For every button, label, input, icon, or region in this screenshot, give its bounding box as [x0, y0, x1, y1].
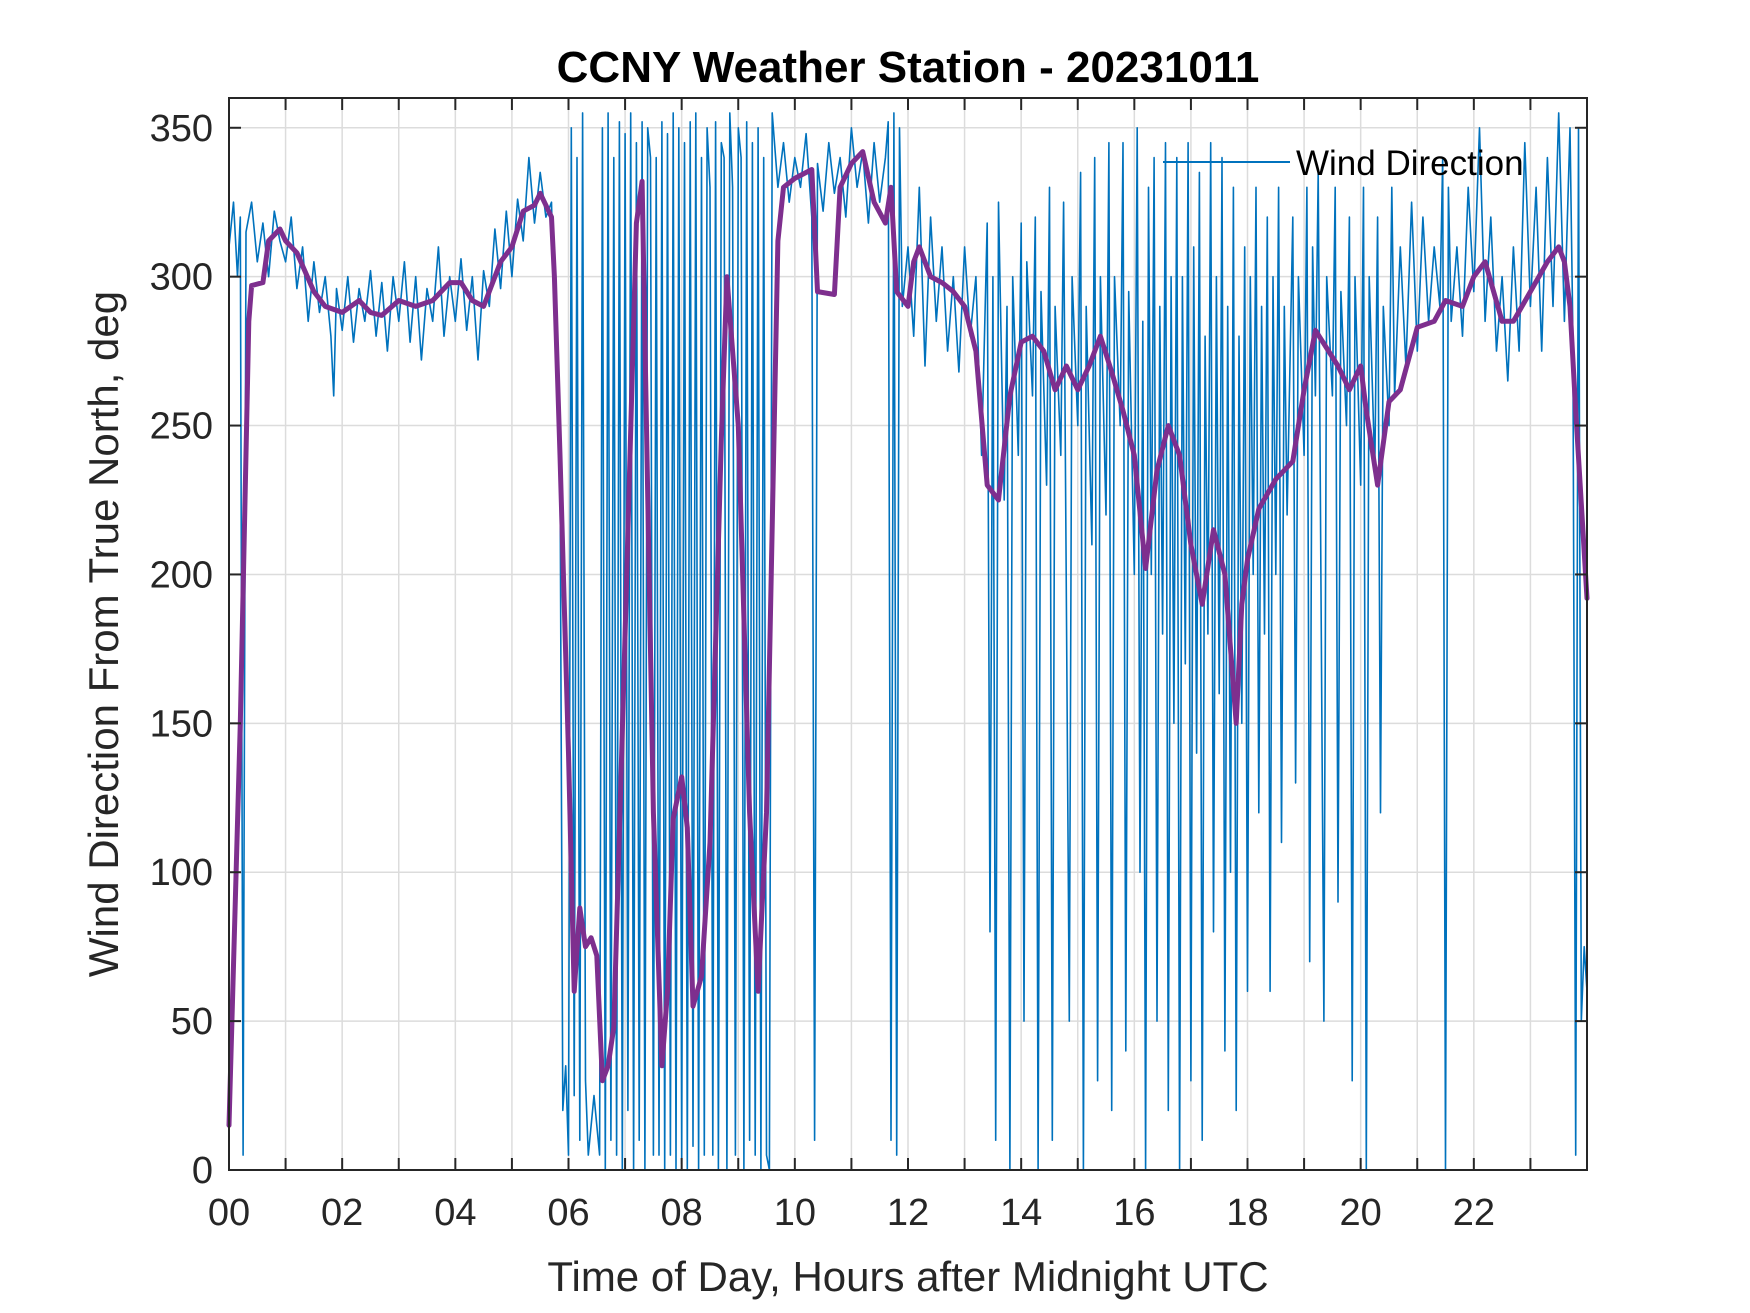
axis-ticks: 00 02 04 06 08 10 12 14 16 18 20 22 0 50 100 150 200 250 3…	[150, 98, 1587, 1234]
x-tick-label: 02	[321, 1192, 363, 1234]
y-tick-label: 100	[150, 852, 213, 894]
x-tick-label: 14	[1000, 1192, 1042, 1234]
x-tick-label: 06	[547, 1192, 589, 1234]
x-tick-label: 04	[434, 1192, 476, 1234]
y-tick-label: 350	[150, 108, 213, 150]
y-tick-label: 50	[171, 1001, 213, 1043]
legend: Wind Direction	[1163, 144, 1524, 183]
x-tick-label: 12	[887, 1192, 929, 1234]
data-series	[226, 112, 1590, 1171]
y-tick-label: 200	[150, 554, 213, 596]
x-tick-label: 08	[661, 1192, 703, 1234]
y-tick-label: 300	[150, 257, 213, 299]
legend-label-wind-direction: Wind Direction	[1296, 144, 1524, 183]
series-line-moving-average	[226, 149, 1590, 1128]
x-tick-label: 16	[1113, 1192, 1155, 1234]
y-tick-label: 0	[192, 1150, 213, 1192]
y-axis-label: Wind Direction From True North, deg	[80, 291, 127, 977]
y-tick-label: 250	[150, 406, 213, 448]
x-axis-label: Time of Day, Hours after Midnight UTC	[547, 1253, 1268, 1300]
x-tick-label: 18	[1226, 1192, 1268, 1234]
x-tick-label: 00	[208, 1192, 250, 1234]
y-tick-label: 150	[150, 703, 213, 745]
x-tick-label: 22	[1453, 1192, 1495, 1234]
x-tick-label: 20	[1340, 1192, 1382, 1234]
chart-title: CCNY Weather Station - 20231011	[557, 43, 1260, 92]
x-tick-label: 10	[774, 1192, 816, 1234]
